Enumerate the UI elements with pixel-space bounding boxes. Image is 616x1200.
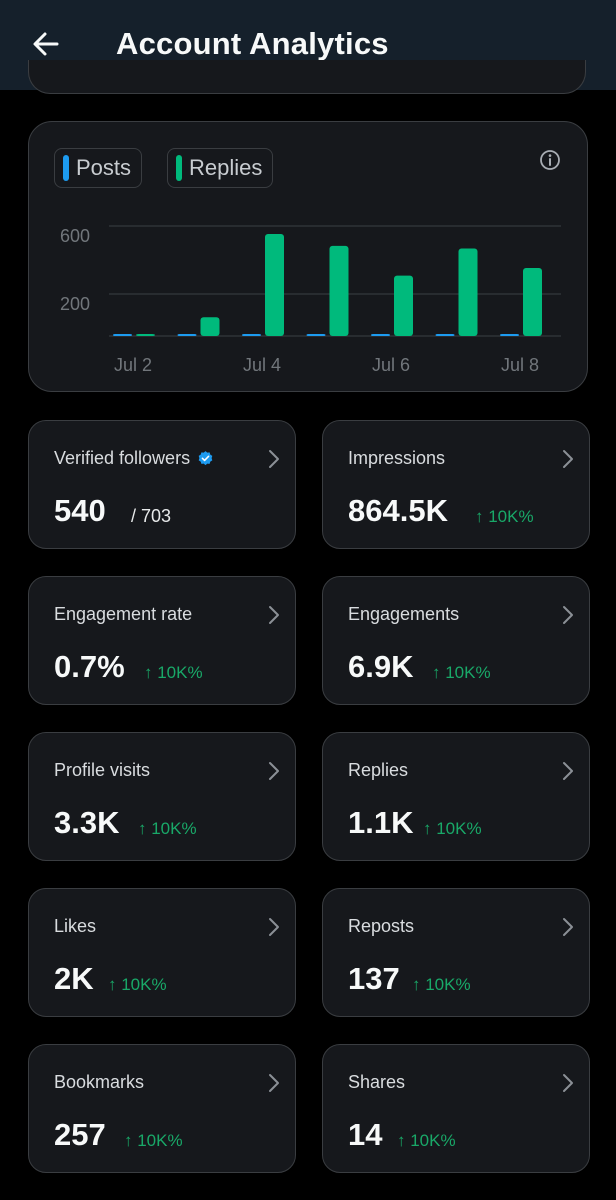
stat-label-text: Reposts (348, 916, 415, 936)
stat-label: Likes (54, 916, 96, 937)
verified-badge-icon (198, 451, 213, 466)
replies-swatch (176, 155, 182, 181)
y-tick-label: 600 (60, 226, 90, 246)
stat-label-text: Profile visits (54, 760, 151, 780)
stat-card-profile-visits[interactable]: Profile visits 3.3K ↑ 10K% (28, 732, 296, 861)
replies-bar (200, 317, 220, 336)
x-tick-label: Jul 2 (114, 355, 152, 375)
posts-bar (500, 334, 519, 336)
stat-label: Profile visits (54, 760, 150, 781)
x-tick-label: Jul 6 (372, 355, 410, 375)
replies-bar (458, 248, 478, 336)
legend-posts-label: Posts (76, 155, 132, 180)
stat-label: Engagement rate (54, 604, 192, 625)
stat-label: Replies (348, 760, 408, 781)
legend-replies-label: Replies (189, 155, 263, 180)
stat-label: Engagements (348, 604, 459, 625)
replies-bar (265, 234, 284, 336)
stat-change: ↑ 10K% (397, 1131, 456, 1150)
posts-bar (435, 334, 455, 336)
stat-value: 6.9K (348, 649, 414, 684)
stat-value: 540 (54, 493, 106, 528)
back-button[interactable] (28, 26, 64, 62)
chevron-right-icon (563, 762, 573, 780)
stat-change: ↑ 10K% (475, 507, 534, 526)
stat-card-verified-followers[interactable]: Verified followers 540 / 703 (28, 420, 296, 549)
info-icon[interactable] (539, 149, 561, 171)
chevron-right-icon (269, 762, 279, 780)
stat-label: Bookmarks (54, 1072, 144, 1093)
stat-change: ↑ 10K% (108, 975, 167, 994)
chevron-right-icon (563, 606, 573, 624)
chevron-right-icon (563, 918, 573, 936)
stat-card-impressions[interactable]: Impressions 864.5K ↑ 10K% (322, 420, 590, 549)
stat-card-engagement-rate[interactable]: Engagement rate 0.7% ↑ 10K% (28, 576, 296, 705)
stat-card-replies[interactable]: Replies 1.1K ↑ 10K% (322, 732, 590, 861)
stat-label-text: Replies (348, 760, 409, 780)
posts-bar (113, 334, 132, 336)
chevron-right-icon (269, 606, 279, 624)
posts-bar (242, 334, 261, 336)
stat-value: 257 (54, 1117, 106, 1152)
stat-card-likes[interactable]: Likes 2K ↑ 10K% (28, 888, 296, 1017)
stat-label-text: Shares (348, 1072, 406, 1092)
stat-change: ↑ 10K% (432, 663, 491, 682)
replies-bar (136, 334, 155, 336)
y-tick-label: 200 (60, 294, 90, 314)
stat-value: 14 (348, 1117, 383, 1152)
legend-posts[interactable]: Posts (54, 148, 143, 188)
arrow-left-icon (33, 32, 59, 56)
stat-label: Shares (348, 1072, 405, 1093)
x-tick-label: Jul 8 (501, 355, 539, 375)
chevron-right-icon (269, 450, 279, 468)
stat-card-bookmarks[interactable]: Bookmarks 257 ↑ 10K% (28, 1044, 296, 1173)
stat-card-engagements[interactable]: Engagements 6.9K ↑ 10K% (322, 576, 590, 705)
bar-chart: 600 200 Jul 2 Jul 4 Jul 6 Jul 8 (60, 225, 561, 375)
stat-card-shares[interactable]: Shares 14 ↑ 10K% (322, 1044, 590, 1173)
stat-change: ↑ 10K% (423, 819, 482, 838)
chevron-right-icon (563, 450, 573, 468)
stat-value: 864.5K (348, 493, 448, 528)
stat-change: ↑ 10K% (124, 1131, 183, 1150)
stat-label: Reposts (348, 916, 414, 937)
legend-replies[interactable]: Replies (167, 148, 274, 188)
posts-bar (371, 334, 390, 336)
stat-value: 0.7% (54, 649, 125, 684)
stat-label-text: Likes (54, 916, 97, 936)
chart-card: 600 200 Jul 2 Jul 4 Jul 6 Jul 8 Posts Replies (28, 121, 588, 392)
stat-value: 3.3K (54, 805, 120, 840)
stat-label: Verified followers (54, 448, 214, 469)
stat-change: ↑ 10K% (138, 819, 197, 838)
stat-value: 1.1K (348, 805, 414, 840)
stat-label: Impressions (348, 448, 445, 469)
stat-value: 137 (348, 961, 400, 996)
stat-change: ↑ 10K% (144, 663, 203, 682)
stat-label-text: Verified followers (54, 448, 191, 468)
page-title: Account Analytics (116, 26, 389, 61)
stat-label-text: Bookmarks (54, 1072, 145, 1092)
stat-value: 2K (54, 961, 94, 996)
stat-label-text: Engagements (348, 604, 460, 624)
previous-card-edge (28, 60, 586, 94)
chevron-right-icon (563, 1074, 573, 1092)
stat-change: ↑ 10K% (412, 975, 471, 994)
stat-label-text: Engagement rate (54, 604, 193, 624)
posts-bar (177, 334, 197, 336)
posts-bar (306, 334, 326, 336)
posts-swatch (63, 155, 69, 181)
stat-total: / 703 (131, 506, 172, 526)
replies-bar (394, 275, 413, 336)
x-tick-label: Jul 4 (243, 355, 281, 375)
stat-label-text: Impressions (348, 448, 446, 468)
chevron-right-icon (269, 918, 279, 936)
stat-card-reposts[interactable]: Reposts 137 ↑ 10K% (322, 888, 590, 1017)
chevron-right-icon (269, 1074, 279, 1092)
replies-bar (329, 245, 349, 336)
replies-bar (523, 268, 542, 336)
